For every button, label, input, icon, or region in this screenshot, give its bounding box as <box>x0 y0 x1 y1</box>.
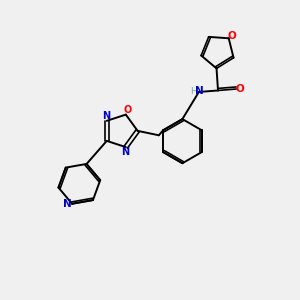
Text: N: N <box>195 86 204 96</box>
Text: N: N <box>63 200 72 209</box>
Text: O: O <box>236 84 244 94</box>
Text: N: N <box>102 111 110 121</box>
Text: H: H <box>190 87 197 96</box>
Text: O: O <box>123 105 131 115</box>
Text: O: O <box>228 31 237 41</box>
Text: N: N <box>121 147 129 157</box>
